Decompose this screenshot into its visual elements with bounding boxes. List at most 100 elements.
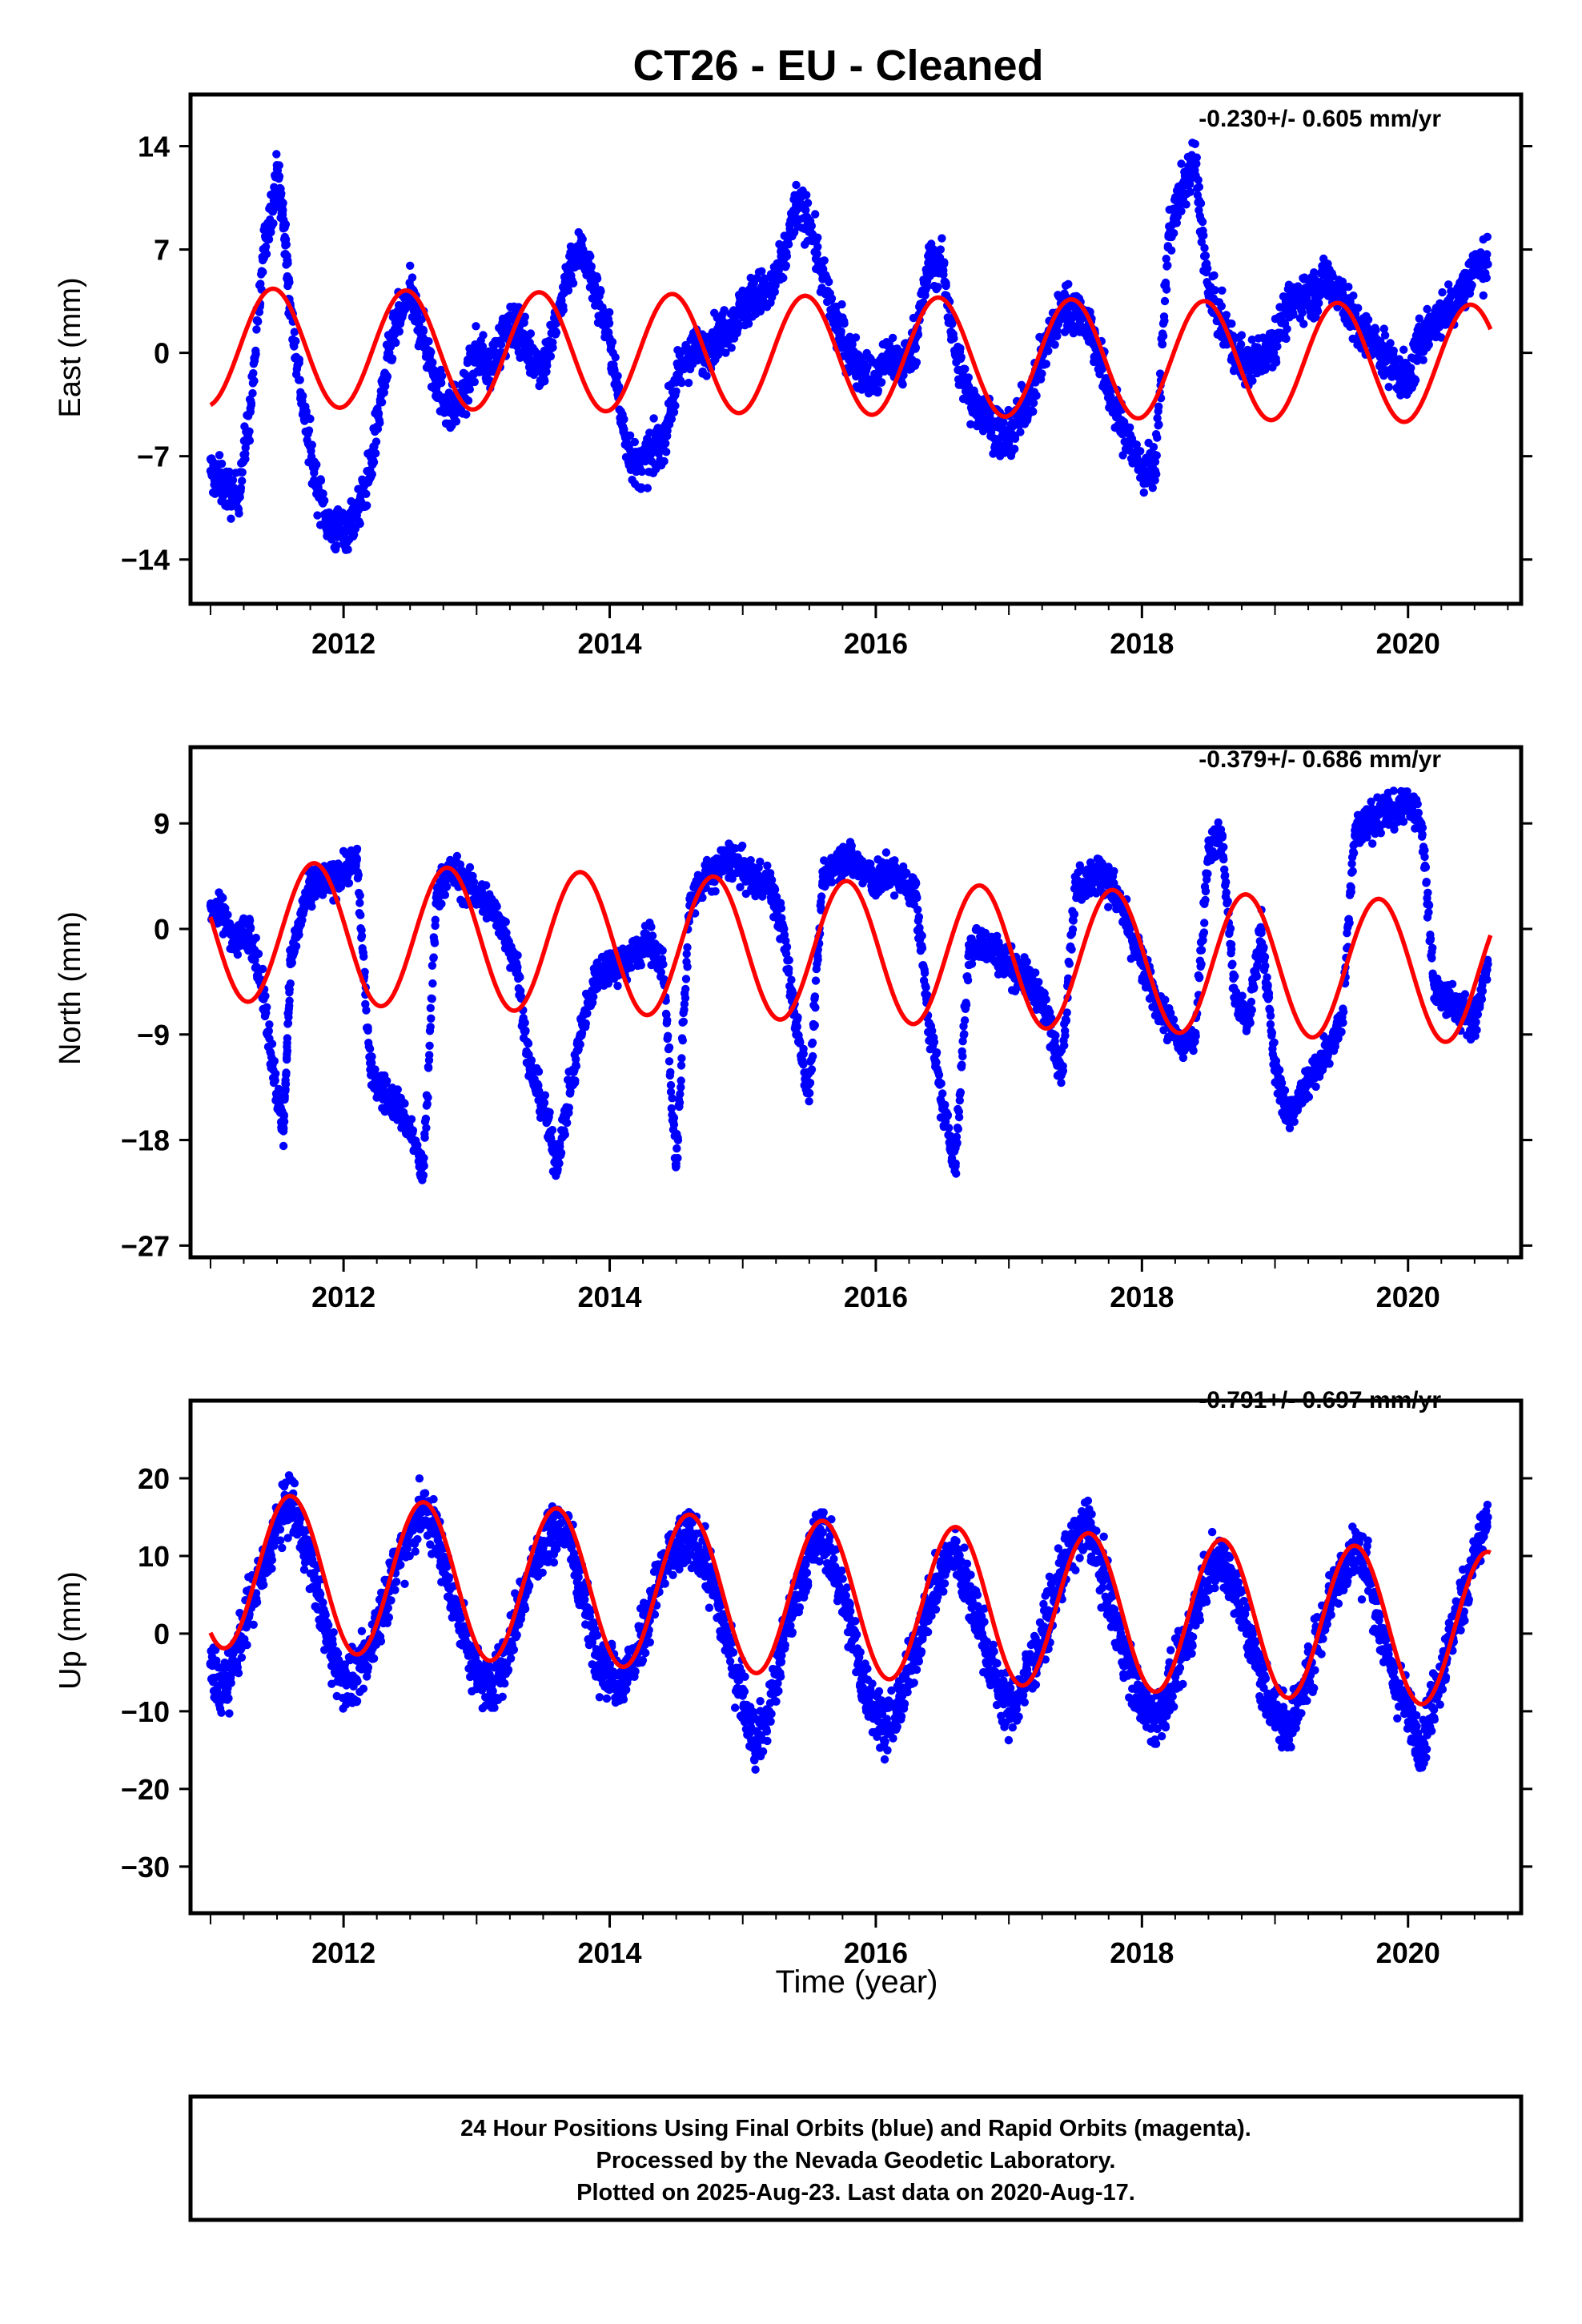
north-data-point: [267, 1039, 277, 1048]
east-data-point: [592, 274, 602, 283]
east-data-point: [564, 286, 573, 295]
north-data-point: [666, 1068, 675, 1077]
north-data-point: [233, 950, 243, 959]
north-data-point: [424, 1063, 433, 1072]
east-data-point: [245, 427, 254, 436]
east-data-point: [1016, 428, 1025, 436]
north-data-point: [665, 1043, 674, 1052]
east-data-point: [684, 378, 693, 388]
east-data-point: [227, 514, 235, 523]
east-data-point: [604, 319, 614, 328]
east-data-point: [938, 234, 946, 243]
north-data-point: [675, 1098, 685, 1108]
east-data-point: [1010, 434, 1020, 443]
east-data-point: [936, 245, 946, 254]
east-data-point: [613, 372, 622, 380]
north-data-point: [647, 923, 656, 931]
east-data-point: [1198, 217, 1207, 227]
east-data-point: [1064, 279, 1073, 288]
east-data-point: [813, 233, 822, 242]
east-data-point: [319, 489, 327, 498]
east-marks: [206, 139, 1493, 554]
east-data-point: [1196, 199, 1206, 208]
north-data-point: [673, 1144, 681, 1153]
north-data-point: [677, 1076, 685, 1085]
east-data-point: [275, 172, 284, 181]
north-data-point: [427, 1014, 436, 1023]
north-data-point: [663, 1015, 672, 1025]
east-data-point: [1479, 291, 1488, 300]
north-data-point: [501, 918, 510, 927]
north-data-point: [281, 1080, 291, 1088]
east-data-point: [472, 322, 480, 331]
east-y-tick-label: 0: [154, 337, 170, 370]
north-data-point: [513, 963, 522, 971]
east-data-point: [543, 361, 552, 370]
east-data-point: [630, 437, 639, 447]
north-data-point: [678, 1036, 687, 1045]
east-data-point: [1152, 451, 1162, 460]
east-data-point: [252, 325, 261, 334]
east-data-point: [379, 388, 388, 397]
east-data-point: [1032, 391, 1041, 400]
east-data-point: [1218, 286, 1227, 295]
north-data-point: [279, 1127, 288, 1136]
north-data-point: [352, 844, 362, 854]
north-data-point: [407, 1115, 416, 1124]
east-data-point: [661, 439, 670, 448]
east-data-point: [720, 306, 729, 315]
east-data-point: [1200, 243, 1209, 252]
east-data-point: [802, 191, 811, 199]
east-data-point: [1167, 246, 1176, 255]
east-data-point: [863, 363, 872, 372]
north-marks: [206, 786, 1493, 1184]
east-data-point: [837, 300, 846, 309]
north-data-point: [307, 902, 316, 911]
east-data-point: [803, 199, 813, 207]
north-data-point: [492, 902, 501, 911]
east-data-point: [1483, 250, 1492, 259]
east-data-point: [782, 251, 791, 261]
east-data-point: [1354, 304, 1363, 312]
north-data-point: [271, 1069, 280, 1079]
east-data-point: [744, 320, 753, 328]
north-data-point: [282, 1068, 291, 1077]
east-data-point: [636, 483, 646, 492]
north-data-point: [422, 1124, 431, 1132]
east-data-point: [548, 343, 557, 352]
east-data-point: [371, 437, 381, 446]
east-data-point: [249, 368, 258, 378]
east-y-tick-label: −14: [121, 544, 170, 577]
north-data-point: [400, 1099, 409, 1108]
east-data-point: [1298, 308, 1307, 317]
east-data-point: [238, 476, 247, 485]
north-data-point: [665, 1057, 674, 1066]
east-data-point: [620, 415, 628, 424]
east-data-point: [1283, 324, 1291, 333]
east-data-point: [1399, 345, 1408, 354]
north-data-point: [589, 992, 598, 1001]
east-data-point: [1153, 433, 1162, 442]
east-data-point: [801, 206, 810, 215]
east-data-point: [1227, 320, 1236, 328]
east-data-point: [779, 273, 788, 283]
east-data-point: [840, 319, 849, 328]
east-data-point: [1210, 271, 1219, 280]
east-data-point: [243, 412, 253, 420]
north-data-point: [421, 1114, 431, 1124]
north-data-point: [673, 1153, 682, 1163]
east-data-point: [662, 448, 671, 456]
east-data-point: [1152, 469, 1161, 479]
north-data-point: [265, 1020, 274, 1029]
north-data-point: [425, 1041, 434, 1051]
north-data-point: [254, 949, 263, 959]
east-data-point: [383, 372, 392, 381]
east-data-point: [259, 267, 267, 276]
north-data-point: [419, 1171, 428, 1180]
east-data-point: [225, 467, 234, 476]
east-data-point: [1237, 331, 1247, 340]
east-data-point: [320, 496, 329, 505]
north-data-point: [428, 995, 436, 1003]
north-data-point: [354, 870, 363, 879]
